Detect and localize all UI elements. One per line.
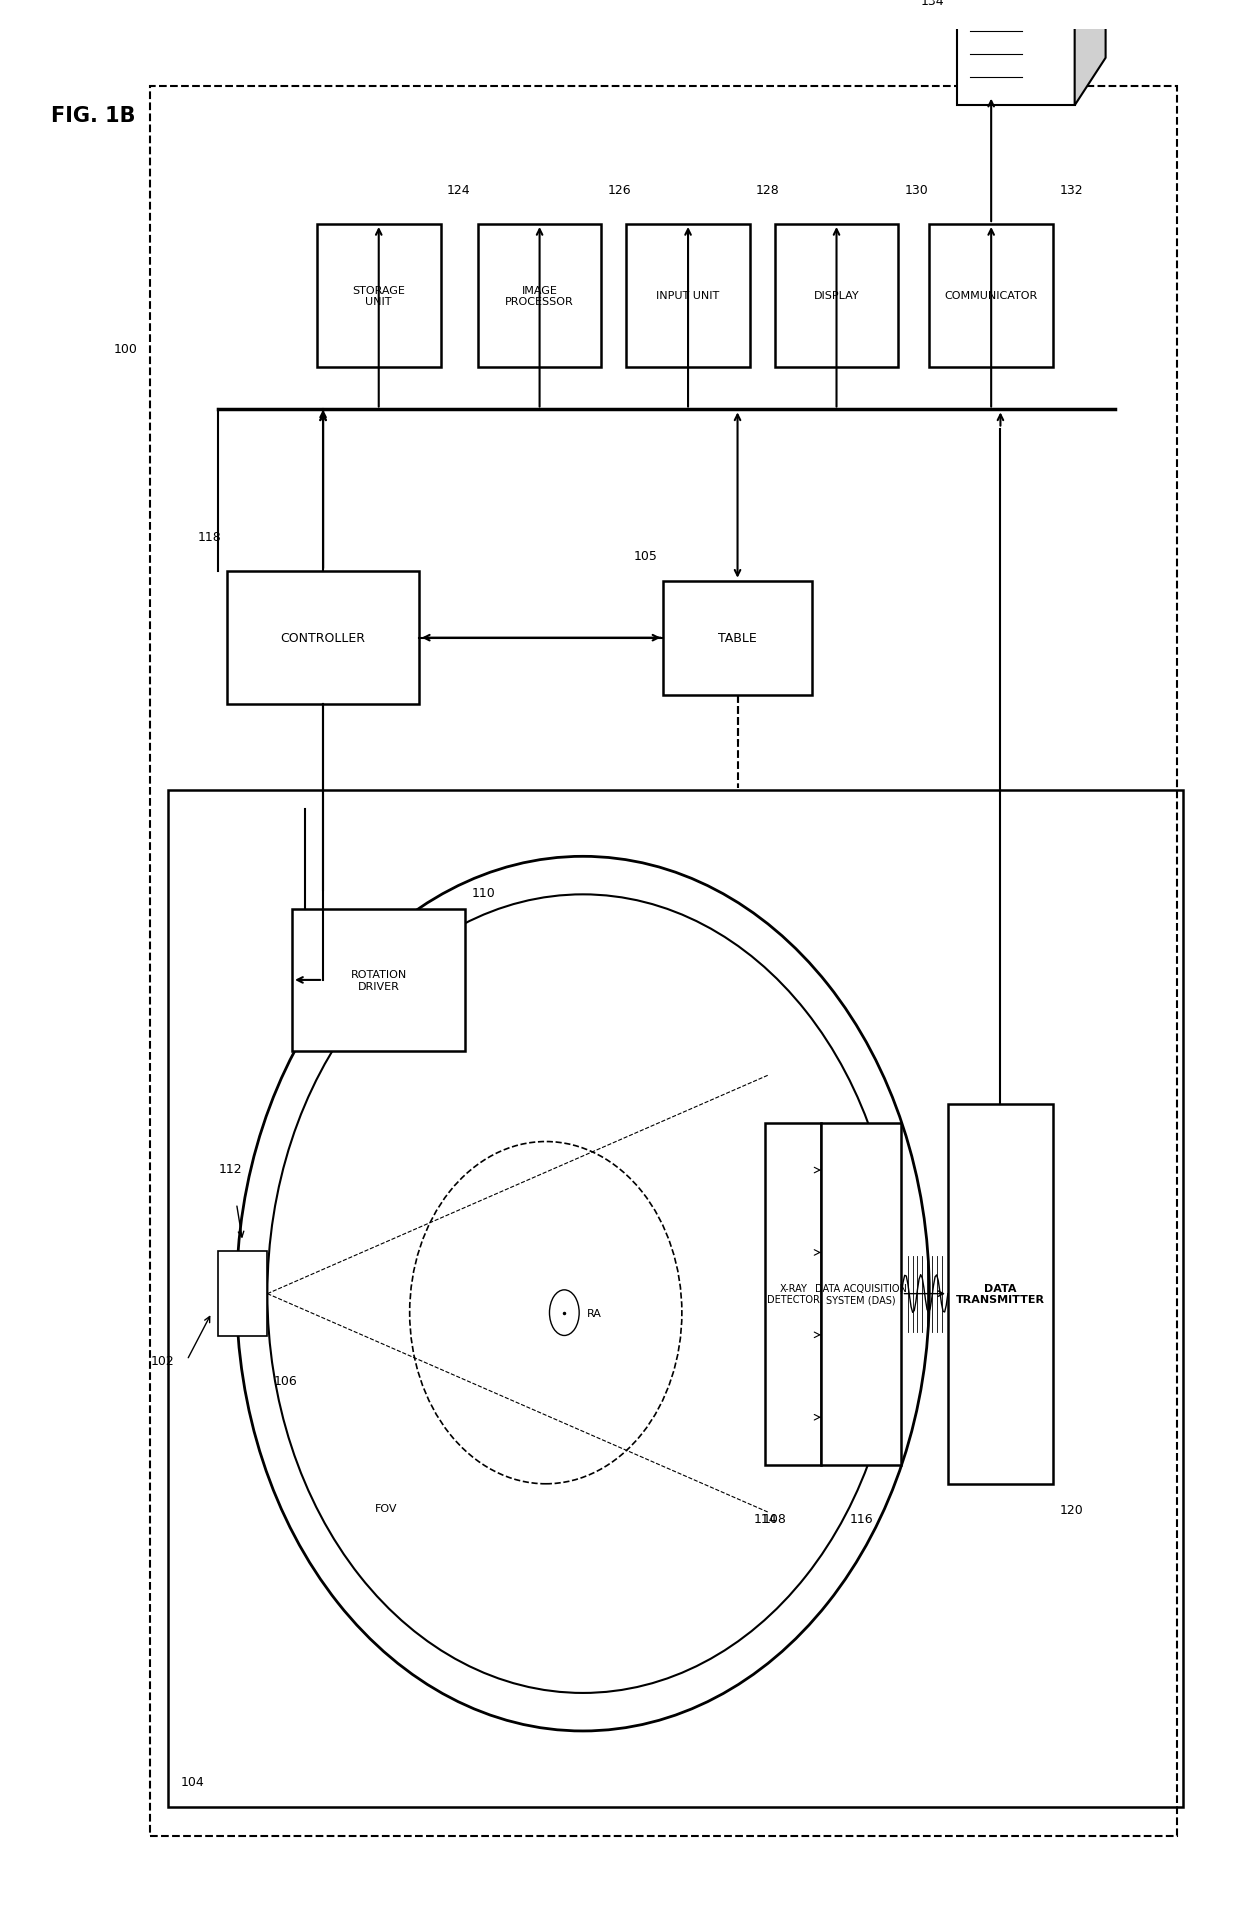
Text: 105: 105: [634, 549, 657, 562]
Text: DATA
TRANSMITTER: DATA TRANSMITTER: [956, 1283, 1045, 1304]
FancyBboxPatch shape: [626, 224, 750, 367]
Text: 102: 102: [151, 1354, 175, 1368]
FancyBboxPatch shape: [663, 582, 812, 696]
Text: 116: 116: [849, 1513, 873, 1526]
Text: 108: 108: [763, 1513, 787, 1526]
Text: ROTATION
DRIVER: ROTATION DRIVER: [351, 970, 407, 991]
Text: RA: RA: [587, 1308, 601, 1318]
FancyBboxPatch shape: [947, 1103, 1053, 1484]
Text: 110: 110: [471, 887, 495, 900]
Text: DISPLAY: DISPLAY: [813, 292, 859, 301]
Text: 128: 128: [756, 184, 780, 197]
Text: FIG. 1B: FIG. 1B: [51, 106, 135, 126]
Text: 100: 100: [114, 344, 138, 355]
FancyBboxPatch shape: [477, 224, 601, 367]
Text: INPUT UNIT: INPUT UNIT: [656, 292, 719, 301]
Text: STORAGE
UNIT: STORAGE UNIT: [352, 286, 405, 307]
Text: 134: 134: [921, 0, 945, 8]
FancyBboxPatch shape: [293, 910, 465, 1051]
Text: IMAGE
PROCESSOR: IMAGE PROCESSOR: [505, 286, 574, 307]
Text: 118: 118: [197, 529, 221, 543]
Text: 120: 120: [1059, 1503, 1083, 1517]
Text: 124: 124: [446, 184, 470, 197]
Text: 106: 106: [274, 1376, 298, 1387]
Text: 104: 104: [181, 1776, 205, 1789]
Text: FOV: FOV: [374, 1503, 397, 1513]
FancyBboxPatch shape: [227, 572, 419, 705]
FancyBboxPatch shape: [218, 1252, 268, 1337]
FancyBboxPatch shape: [821, 1122, 901, 1464]
Text: 130: 130: [904, 184, 929, 197]
Text: 114: 114: [754, 1513, 777, 1526]
Text: 132: 132: [1059, 184, 1083, 197]
Text: 112: 112: [218, 1163, 242, 1175]
Text: TABLE: TABLE: [718, 632, 756, 645]
FancyBboxPatch shape: [317, 224, 440, 367]
Text: 126: 126: [608, 184, 631, 197]
FancyBboxPatch shape: [929, 224, 1053, 367]
Polygon shape: [1075, 0, 1106, 106]
FancyBboxPatch shape: [765, 1122, 821, 1464]
Text: COMMUNICATOR: COMMUNICATOR: [945, 292, 1038, 301]
Bar: [957, 0, 1075, 106]
Text: DATA ACQUISITION
SYSTEM (DAS): DATA ACQUISITION SYSTEM (DAS): [816, 1283, 908, 1304]
Text: X-RAY
DETECTOR: X-RAY DETECTOR: [766, 1283, 820, 1304]
FancyBboxPatch shape: [775, 224, 898, 367]
Text: CONTROLLER: CONTROLLER: [280, 632, 366, 645]
